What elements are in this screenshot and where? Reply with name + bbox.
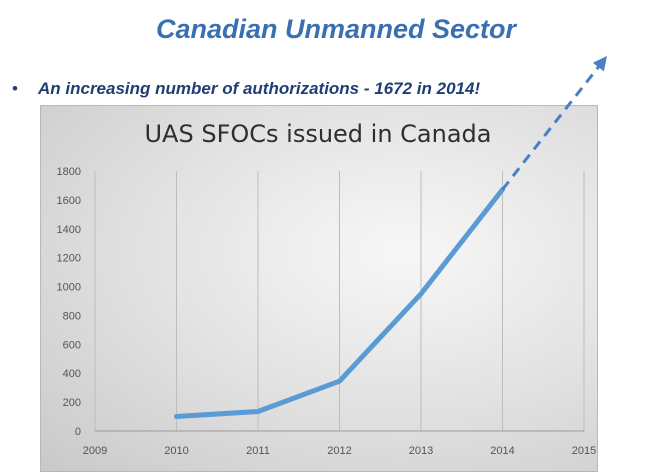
x-tick-label: 2014	[490, 445, 514, 457]
chart-title: UAS SFOCs issued in Canada	[144, 120, 492, 148]
slide-title: Canadian Unmanned Sector	[155, 14, 517, 44]
x-tick-label: 2010	[164, 445, 188, 457]
x-tick-label: 2015	[572, 445, 596, 457]
chart-area	[40, 105, 598, 472]
trend-arrow	[501, 62, 603, 191]
y-tick-label: 1800	[57, 166, 81, 178]
x-axis-ticks: 2009 2010 2011 2012 2013 2014 2015	[83, 445, 596, 457]
y-tick-label: 1000	[57, 282, 81, 294]
y-tick-label: 600	[63, 339, 81, 351]
bullet-point: • An increasing number of authorizations …	[12, 79, 480, 99]
y-tick-label: 1400	[57, 224, 81, 236]
grid-lines	[94, 171, 585, 431]
y-axis-ticks: 0 200 400 600 800 1000 1200 1400 1600 1800	[57, 166, 81, 438]
y-tick-label: 1200	[57, 253, 81, 265]
x-tick-label: 2012	[327, 445, 351, 457]
trend-arrow-head	[592, 56, 607, 72]
y-tick-label: 200	[63, 397, 81, 409]
y-tick-label: 1600	[57, 195, 81, 207]
x-tick-label: 2013	[409, 445, 433, 457]
bullet-text: An increasing number of authorizations -…	[38, 79, 481, 98]
y-tick-label: 400	[63, 368, 81, 380]
x-tick-label: 2009	[83, 445, 107, 457]
y-tick-label: 800	[63, 310, 81, 322]
y-tick-label: 0	[75, 426, 81, 438]
x-tick-label: 2011	[246, 445, 270, 457]
bullet-marker: •	[12, 79, 18, 98]
